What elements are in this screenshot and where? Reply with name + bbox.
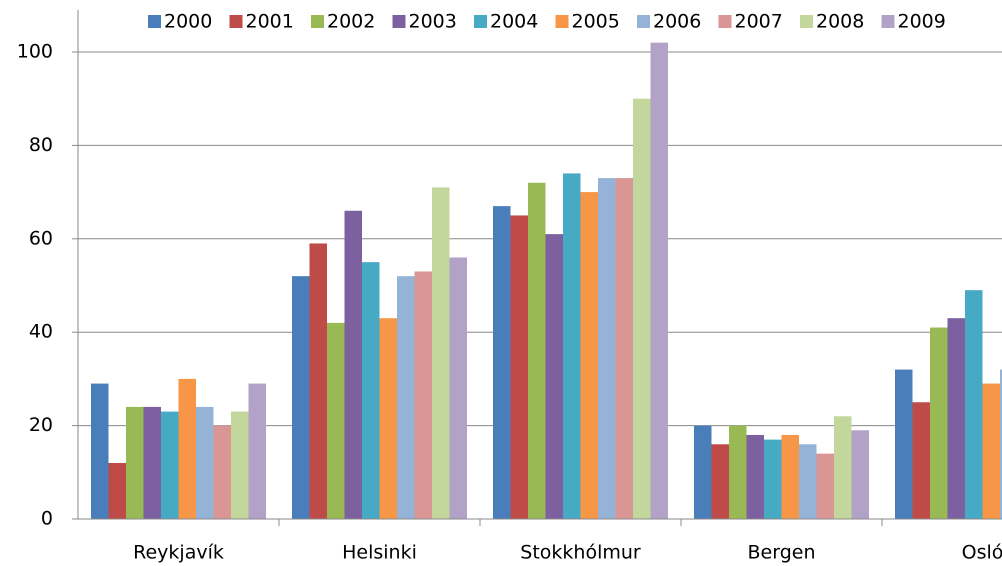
bar (397, 276, 415, 519)
bar (799, 444, 817, 519)
legend-swatch (718, 15, 732, 28)
bar (108, 462, 126, 519)
x-tick-label: Bergen (748, 542, 816, 564)
bar (510, 215, 528, 519)
bar (816, 453, 834, 519)
bar (694, 425, 712, 519)
bar (292, 276, 310, 519)
y-tick-label: 40 (29, 321, 53, 343)
x-tick-label: Stokkhólmur (520, 542, 641, 564)
bar (196, 406, 214, 519)
bar (650, 42, 668, 519)
legend-label: 2006 (653, 11, 701, 33)
bar (309, 243, 327, 519)
bar (161, 411, 179, 519)
legend-swatch (881, 15, 895, 28)
legend-label: 2007 (735, 11, 783, 33)
bar (178, 378, 196, 519)
bar (143, 406, 161, 519)
bar (91, 383, 109, 519)
bar (729, 425, 747, 519)
bar (493, 206, 511, 520)
legend-swatch (474, 15, 487, 28)
bar (432, 187, 450, 519)
bar (781, 434, 799, 519)
legend-label: 2002 (327, 11, 375, 33)
bar (947, 318, 965, 519)
legend-swatch (555, 15, 569, 28)
bar (851, 430, 869, 519)
bar (414, 271, 432, 519)
legend-swatch (311, 15, 324, 28)
bar (545, 234, 563, 519)
y-tick-label: 20 (29, 414, 53, 436)
legend-label: 2009 (898, 11, 946, 33)
legend-label: 2003 (409, 11, 457, 33)
bar (528, 182, 546, 519)
bar (895, 369, 913, 519)
legend-swatch (637, 15, 650, 28)
legend-label: 2000 (164, 11, 212, 33)
y-tick-label: 0 (41, 508, 53, 530)
legend-label: 2004 (490, 11, 538, 33)
x-tick-label: Helsinki (342, 542, 417, 564)
y-tick-label: 100 (17, 41, 53, 63)
legend-label: 2001 (246, 11, 294, 33)
legend-label: 2005 (572, 11, 620, 33)
y-tick-label: 60 (29, 227, 53, 249)
bar (711, 444, 729, 519)
bar (379, 318, 397, 519)
bar (912, 402, 930, 519)
bar (126, 406, 144, 519)
legend-swatch (148, 15, 161, 28)
bar (580, 192, 598, 519)
bar (615, 178, 633, 519)
bar (362, 262, 380, 519)
bar (213, 425, 231, 519)
legend-swatch (800, 15, 813, 28)
bar (633, 98, 651, 519)
bar (982, 383, 1000, 519)
bar (834, 416, 852, 519)
x-tick-label: Reykjavík (133, 542, 224, 564)
bar (327, 322, 345, 519)
bar (746, 434, 764, 519)
legend-label: 2008 (816, 11, 864, 33)
bar (248, 383, 266, 519)
x-tick-label: Osló (962, 542, 1002, 564)
bar (231, 411, 249, 519)
legend-swatch (229, 15, 243, 28)
bar (965, 290, 983, 519)
bar (563, 173, 581, 520)
bar (598, 178, 616, 519)
bar (930, 327, 948, 519)
bar (449, 257, 467, 519)
legend-swatch (392, 15, 406, 28)
bar (764, 439, 782, 519)
bar (344, 210, 362, 519)
bar (1000, 369, 1002, 519)
y-tick-label: 80 (29, 134, 53, 156)
